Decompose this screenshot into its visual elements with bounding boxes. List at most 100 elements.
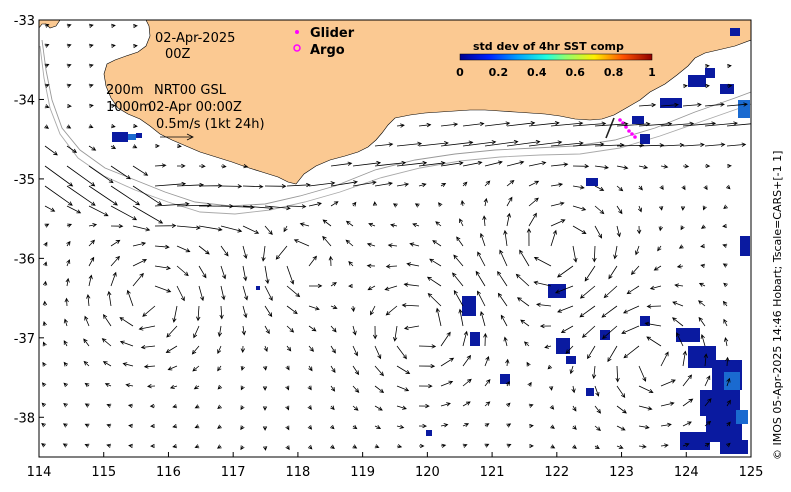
current-arrow — [110, 185, 141, 206]
current-arrow — [165, 345, 178, 353]
current-arrow — [285, 365, 290, 371]
current-arrow — [345, 239, 354, 247]
current-arrow — [275, 245, 288, 260]
current-arrow — [43, 241, 48, 247]
current-arrow — [536, 302, 552, 307]
current-arrow — [722, 300, 728, 307]
current-arrow — [700, 333, 706, 347]
current-arrow — [594, 225, 603, 239]
current-arrow — [418, 383, 433, 389]
current-arrow — [672, 301, 684, 307]
current-arrow — [723, 282, 728, 288]
current-arrow — [726, 421, 731, 427]
current-arrow — [462, 181, 468, 187]
argo-legend-marker — [293, 44, 301, 52]
current-arrow — [616, 405, 627, 414]
current-arrow — [622, 305, 640, 314]
current-arrow — [637, 205, 642, 213]
current-arrow — [286, 265, 295, 285]
current-arrow — [587, 345, 596, 360]
current-arrow — [110, 23, 116, 29]
current-arrow — [682, 163, 690, 169]
current-arrow — [660, 401, 675, 407]
time-label: 00Z — [165, 47, 191, 62]
current-arrow — [528, 140, 563, 147]
current-arrow — [286, 325, 295, 333]
current-arrow — [616, 225, 621, 238]
current-arrow — [704, 102, 725, 107]
current-arrow — [241, 325, 246, 336]
current-arrow — [682, 421, 692, 427]
current-arrow — [63, 318, 68, 327]
current-arrow — [459, 218, 464, 227]
depth-200-label: 200m — [106, 83, 143, 98]
current-arrow — [196, 305, 201, 322]
current-arrow — [440, 380, 454, 387]
current-arrow — [102, 361, 112, 367]
current-arrow — [602, 325, 618, 339]
current-arrow — [44, 23, 50, 28]
current-arrow — [66, 240, 71, 247]
current-arrow — [44, 185, 73, 206]
current-arrow — [262, 406, 268, 411]
current-arrow — [594, 205, 605, 215]
current-arrow — [646, 336, 662, 347]
current-arrow — [456, 236, 464, 247]
current-arrow — [594, 165, 609, 170]
colorbar — [459, 53, 653, 61]
current-arrow — [722, 263, 728, 268]
current-arrow — [682, 121, 717, 127]
current-arrow — [674, 283, 684, 288]
current-arrow — [452, 272, 464, 287]
current-arrow — [557, 305, 574, 313]
current-arrow — [352, 160, 382, 167]
current-arrow — [110, 165, 131, 180]
current-arrow — [616, 185, 624, 192]
current-arrow — [242, 265, 248, 282]
current-arrow — [623, 345, 640, 359]
current-arrow — [700, 263, 706, 269]
current-arrow — [658, 225, 663, 232]
current-arrow — [560, 325, 574, 333]
current-arrow — [704, 63, 710, 69]
current-arrow — [702, 205, 707, 211]
current-arrow — [63, 382, 69, 388]
current-arrow — [499, 249, 508, 267]
current-arrow — [352, 424, 358, 430]
current-arrow — [438, 202, 443, 207]
current-arrow — [638, 385, 654, 393]
current-arrow — [366, 242, 376, 247]
current-arrow — [42, 341, 47, 347]
current-arrow — [172, 404, 178, 409]
current-arrow — [345, 220, 354, 227]
current-arrow — [660, 422, 672, 428]
current-arrow — [88, 165, 114, 184]
current-arrow — [107, 290, 112, 307]
current-arrow — [264, 205, 291, 211]
current-arrow — [328, 255, 333, 267]
current-arrow — [550, 121, 584, 127]
current-arrow — [387, 243, 398, 248]
current-arrow — [418, 122, 432, 128]
source-label: NRT00 GSL — [154, 83, 227, 98]
current-arrow — [475, 270, 486, 287]
current-arrow — [172, 443, 178, 449]
current-arrow — [385, 264, 398, 269]
y-tick-label: -34 — [14, 93, 35, 108]
current-arrow — [572, 225, 587, 234]
current-arrow — [242, 305, 248, 319]
current-arrow — [396, 424, 405, 429]
current-arrow — [462, 354, 472, 367]
current-arrow — [132, 225, 151, 232]
current-arrow — [367, 285, 376, 291]
current-arrow — [368, 222, 376, 227]
x-tick-label: 120 — [415, 465, 440, 480]
current-arrow — [462, 160, 483, 167]
current-arrow — [106, 403, 112, 408]
y-axis: -33 -34 -35 -36 -37 -38 — [14, 14, 44, 426]
current-arrow — [396, 365, 411, 375]
y-tick-label: -33 — [14, 14, 35, 29]
current-arrow — [550, 229, 557, 247]
current-arrow — [262, 425, 268, 431]
current-arrow — [128, 423, 134, 429]
